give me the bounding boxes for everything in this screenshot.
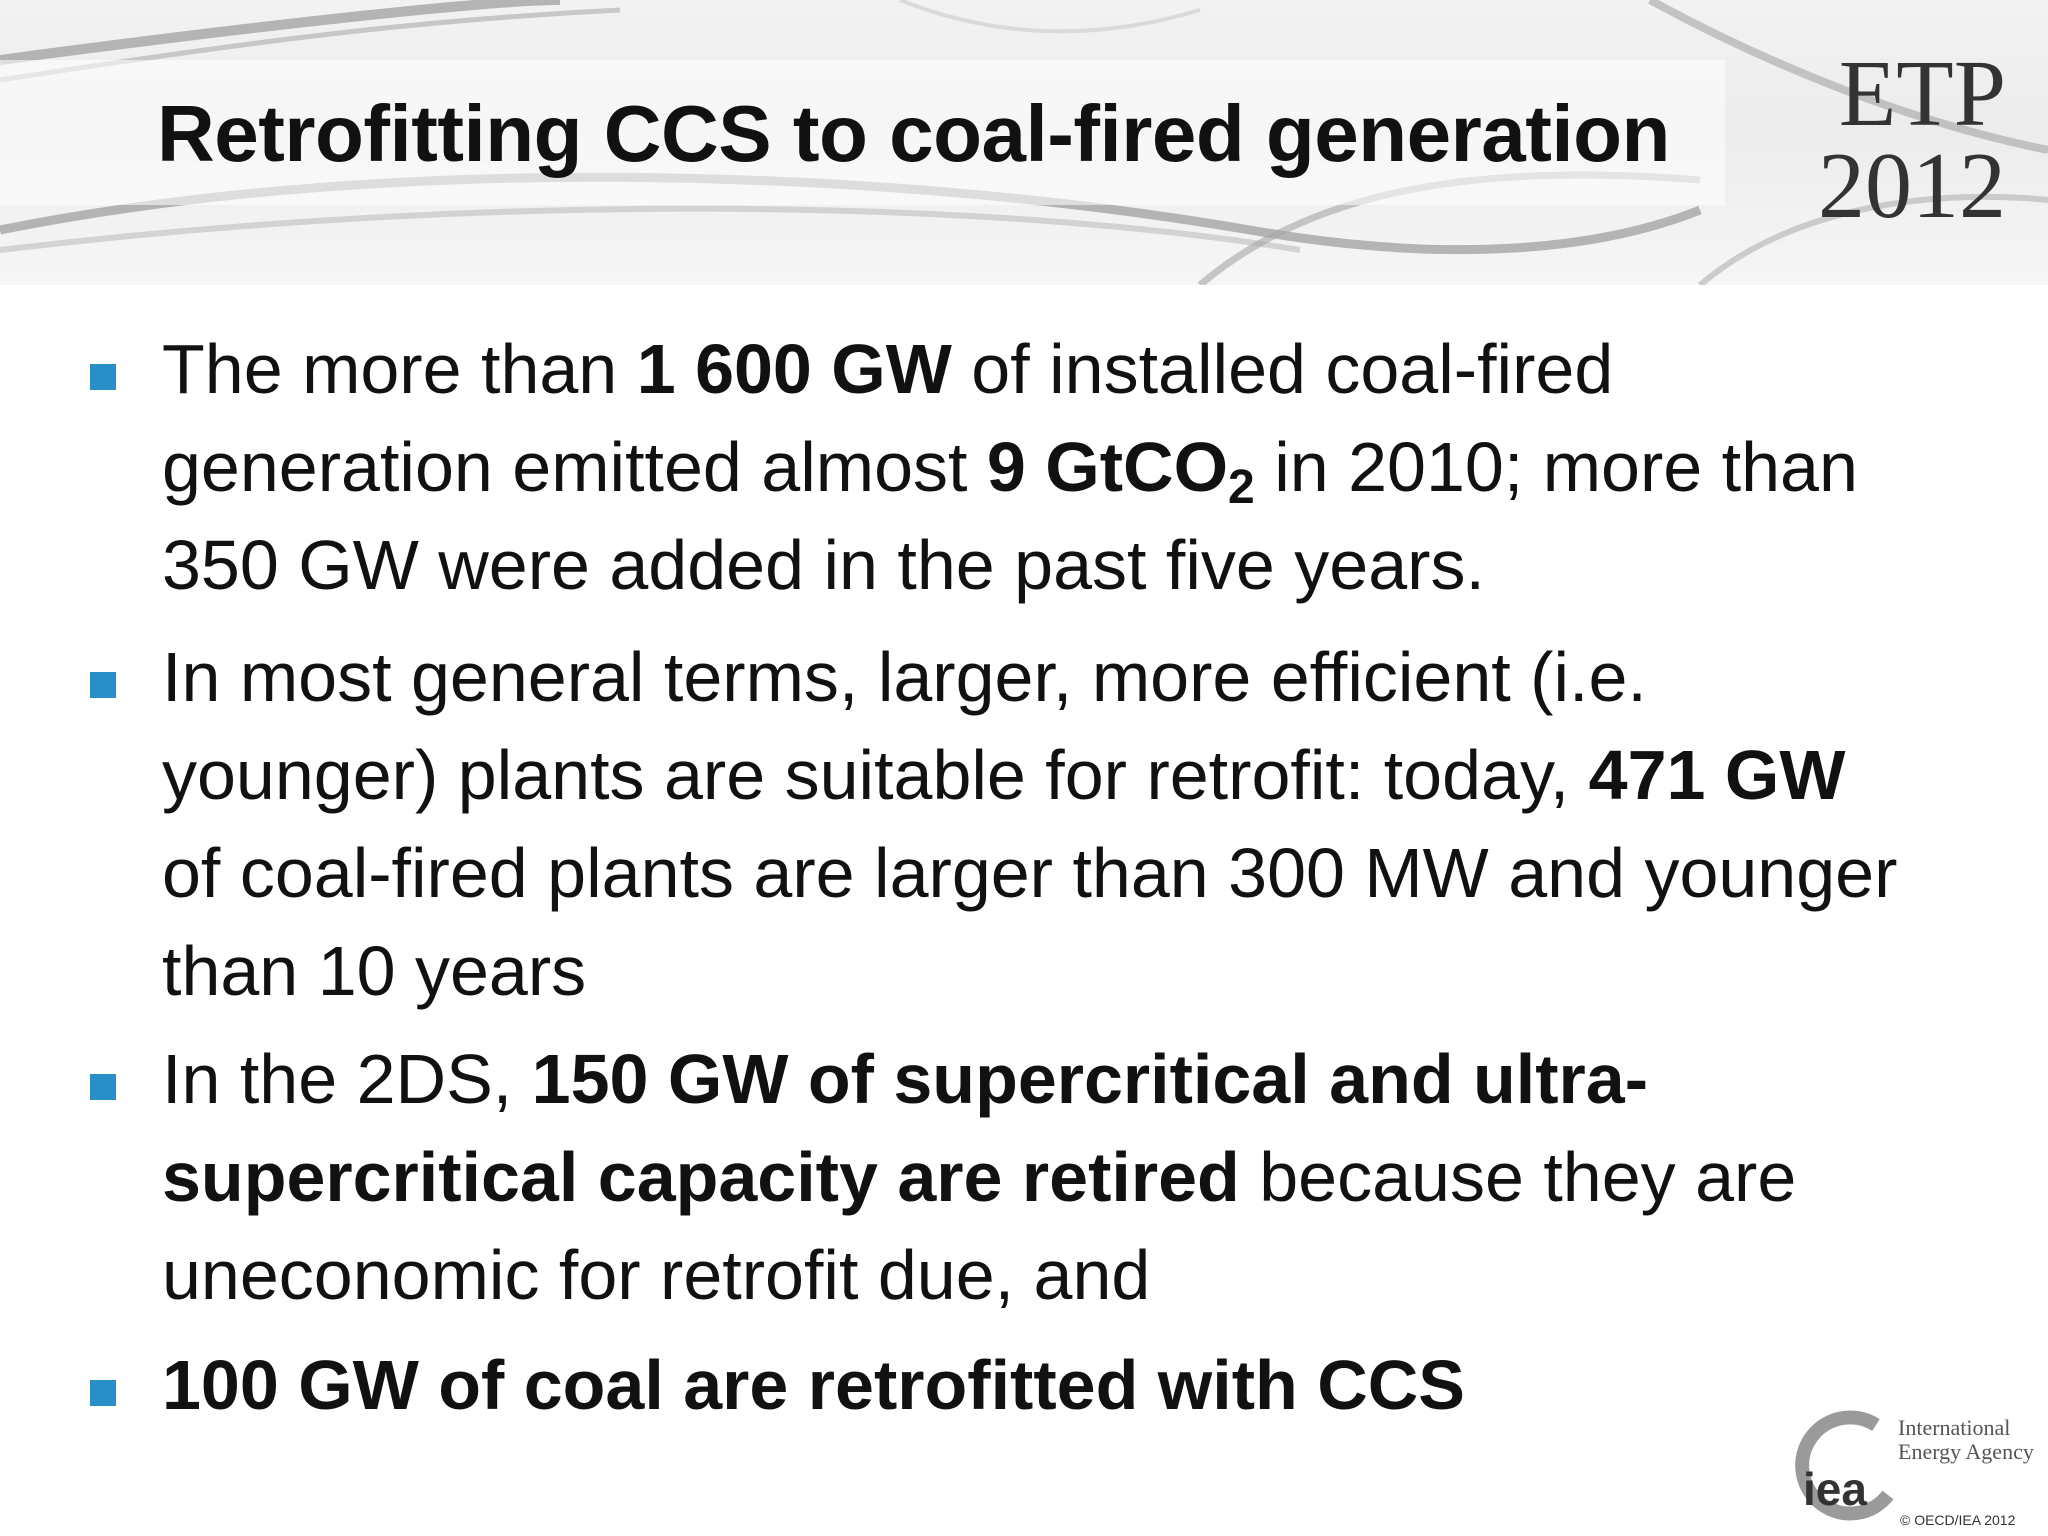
text-run: of installed coal-fired generation emitt… <box>162 330 1614 506</box>
agency-name-line1: International <box>1898 1415 2011 1440</box>
bold-run: 100 GW of coal are retrofitted with CCS <box>162 1346 1465 1424</box>
slide-header: Retrofitting CCS to coal-fired generatio… <box>0 0 2048 285</box>
bold-run: 150 GW of supercritical and ultra-superc… <box>162 1040 1649 1216</box>
agency-name: International Energy Agency <box>1898 1416 2034 1464</box>
bullet-text: In the 2DS, 150 GW of supercritical and … <box>162 1030 1902 1324</box>
copyright-notice: © OECD/IEA 2012 <box>1900 1512 2016 1528</box>
subscript: 2 <box>1228 461 1255 514</box>
text-run: because they are uneconomic for retrofit… <box>162 1138 1797 1314</box>
text-run: The more than <box>162 330 637 408</box>
square-bullet-icon <box>90 1074 116 1100</box>
bullet-text: The more than 1 600 GW of installed coal… <box>162 320 1902 614</box>
square-bullet-icon <box>90 364 116 390</box>
iea-logo: iea <box>1795 1410 1894 1521</box>
bold-run-text: 9 GtCO <box>986 428 1229 506</box>
badge-line1: ETP <box>1838 42 2006 146</box>
text-run: In the 2DS, <box>162 1040 532 1118</box>
iea-swoosh-icon <box>1795 1410 1894 1521</box>
text-run: In most general terms, larger, more effi… <box>162 638 1647 814</box>
text-run: of coal-fired plants are larger than 300… <box>162 834 1898 1010</box>
etp-2012-badge: ETP 2012 <box>1786 42 2006 238</box>
iea-logo-text: iea <box>1803 1463 1867 1515</box>
text-run: in 2010; more than 350 GW were added in … <box>162 428 1858 604</box>
agency-name-line2: Energy Agency <box>1898 1439 2034 1464</box>
bold-run: 9 GtCO2 <box>986 428 1255 512</box>
bullet-text: In most general terms, larger, more effi… <box>162 628 1902 1020</box>
bold-run: 471 GW <box>1588 736 1846 814</box>
title-band <box>0 60 1725 205</box>
bullet-text: 100 GW of coal are retrofitted with CCS <box>162 1336 1902 1434</box>
bold-run: 1 600 GW <box>636 330 952 408</box>
badge-line2: 2012 <box>1818 134 2006 238</box>
slide-title: Retrofitting CCS to coal-fired generatio… <box>157 89 1670 178</box>
square-bullet-icon <box>90 1380 116 1406</box>
square-bullet-icon <box>90 672 116 698</box>
